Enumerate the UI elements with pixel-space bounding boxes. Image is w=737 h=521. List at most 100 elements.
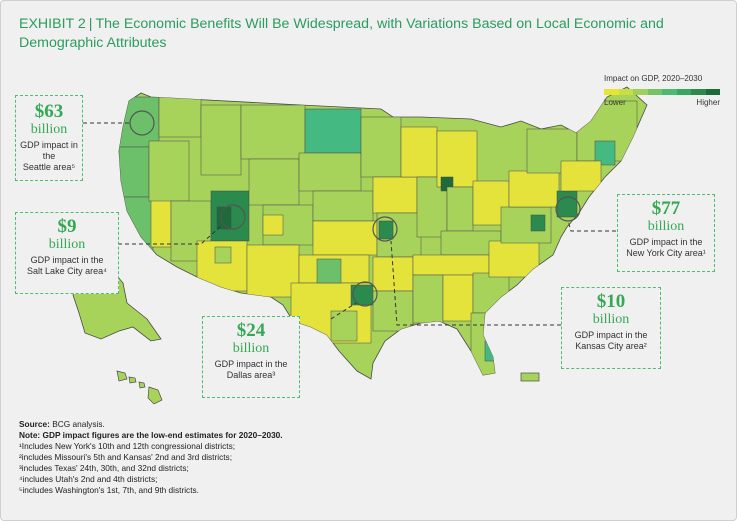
title-line-1: The Economic Benefits Will Be Widespread… xyxy=(95,16,664,32)
callout-unit: billion xyxy=(30,122,68,137)
district-region xyxy=(378,220,394,240)
note-line: Note: GDP impact figures are the low-end… xyxy=(19,430,619,441)
district-region xyxy=(248,158,300,206)
title-line-2: Demographic Attributes xyxy=(19,35,167,51)
dallas-leader-line xyxy=(330,302,357,320)
district-region xyxy=(330,310,358,342)
title-separator: | xyxy=(88,16,93,32)
callout-description: GDP impact in the xyxy=(214,359,288,369)
new-york-area-marker xyxy=(555,196,581,222)
legend-title: Impact on GDP, 2020–2030 xyxy=(604,74,703,83)
district-region xyxy=(240,104,306,160)
callout-unit: billion xyxy=(647,219,685,234)
callout-description: GDP impact in the xyxy=(30,255,104,265)
hawaii xyxy=(116,370,163,405)
district-region xyxy=(200,104,242,176)
note-label: Note: xyxy=(19,430,41,440)
district-region xyxy=(556,190,578,218)
footnote: ⁵includes Washington's 1st, 7th, and 9th… xyxy=(19,485,199,495)
district-region xyxy=(316,258,342,284)
hawaii-island xyxy=(128,376,137,384)
district-region xyxy=(119,96,160,148)
legend-swatch-8 xyxy=(705,89,720,95)
district-region xyxy=(360,116,402,178)
callout-description: GDP impact in the xyxy=(574,330,648,340)
seattle-area-marker xyxy=(129,110,155,136)
hawaii-island xyxy=(116,370,128,382)
map-legend: Impact on GDP, 2020–2030 Lower Higher xyxy=(604,74,720,107)
callout-dallas: $24 billion GDP impact in the Dallas are… xyxy=(202,316,300,398)
callout-description: Salt Lake City area⁴ xyxy=(27,266,107,276)
district-region xyxy=(412,254,490,276)
legend-swatch-7 xyxy=(691,89,706,95)
callout-value: $24 xyxy=(236,320,266,341)
legend-swatch-2 xyxy=(618,89,633,95)
legend-swatch-4 xyxy=(647,89,662,95)
callout-unit: billion xyxy=(592,312,630,327)
district-region xyxy=(594,140,616,166)
contiguous-us xyxy=(118,86,648,380)
new-york-leader-line xyxy=(567,220,616,232)
callout-description: Kansas City area² xyxy=(575,341,647,351)
district-region xyxy=(148,140,190,202)
legend-swatch-3 xyxy=(633,89,648,95)
district-region xyxy=(298,152,362,192)
kansas-city-area-marker xyxy=(372,216,398,242)
salt-lake-area-marker xyxy=(220,204,246,230)
footnote: ³includes Texas' 24th, 30th, and 32nd di… xyxy=(19,463,189,473)
puerto-rico xyxy=(520,372,540,382)
district-region xyxy=(312,220,378,256)
note-text: GDP impact figures are the low-end estim… xyxy=(42,430,283,440)
callout-description: New York City area¹ xyxy=(626,248,706,258)
district-region xyxy=(400,126,438,178)
callout-kansas-city: $10 billion GDP impact in the Kansas Cit… xyxy=(561,287,661,369)
callout-value: $9 xyxy=(57,216,77,237)
legend-high-label: Higher xyxy=(696,98,720,107)
exhibit-title: EXHIBIT 2 | The Economic Benefits Will Be … xyxy=(19,15,719,53)
district-region xyxy=(119,196,154,288)
district-region xyxy=(246,244,300,298)
exhibit-number: EXHIBIT 2 xyxy=(19,16,86,32)
callout-value: $77 xyxy=(651,198,681,219)
district-region xyxy=(214,246,232,264)
district-region xyxy=(150,196,172,248)
district-region xyxy=(372,176,418,214)
callout-description: Dallas area³ xyxy=(226,370,276,380)
hawaii-island xyxy=(147,386,163,405)
footnote: ⁴includes Utah's 2nd and 4th districts; xyxy=(19,474,158,484)
district-region xyxy=(560,160,602,192)
district-region xyxy=(216,206,232,230)
hawaii-island xyxy=(138,381,146,389)
callout-description: Seattle area⁵ xyxy=(22,162,76,172)
source-text: BCG analysis. xyxy=(52,419,105,429)
legend-low-label: Lower xyxy=(604,98,626,107)
district-region xyxy=(442,274,474,322)
legend-swatch-5 xyxy=(662,89,677,95)
callout-description: GDP impact in the xyxy=(629,237,703,247)
legend-color-scale xyxy=(604,89,720,95)
district-region xyxy=(158,96,202,138)
footnote: ¹Includes New York's 10th and 12th congr… xyxy=(19,441,236,451)
district-region xyxy=(412,274,444,324)
callout-seattle: $63 billion GDP impact in the Seattle ar… xyxy=(15,95,83,181)
callout-unit: billion xyxy=(48,237,86,252)
district-region xyxy=(262,214,284,236)
district-region xyxy=(488,240,540,278)
legend-swatch-6 xyxy=(676,89,691,95)
legend-swatch-1 xyxy=(604,89,619,95)
callout-salt-lake-city: $9 billion GDP impact in the Salt Lake C… xyxy=(15,212,119,294)
footnote: ²includes Missouri's 5th and Kansas' 2nd… xyxy=(19,452,233,462)
callout-unit: billion xyxy=(232,341,270,356)
source-label: Source: xyxy=(19,419,50,429)
kansas-city-leader-line xyxy=(390,240,561,326)
dallas-area-marker xyxy=(352,281,378,307)
district-region xyxy=(312,190,374,222)
callout-value: $10 xyxy=(596,291,626,312)
district-region xyxy=(304,108,362,154)
district-region xyxy=(530,214,546,232)
district-region xyxy=(119,146,150,198)
callout-new-york-city: $77 billion GDP impact in the New York C… xyxy=(617,194,715,272)
district-region xyxy=(508,170,560,208)
source-line: Source: BCG analysis. xyxy=(19,419,619,430)
